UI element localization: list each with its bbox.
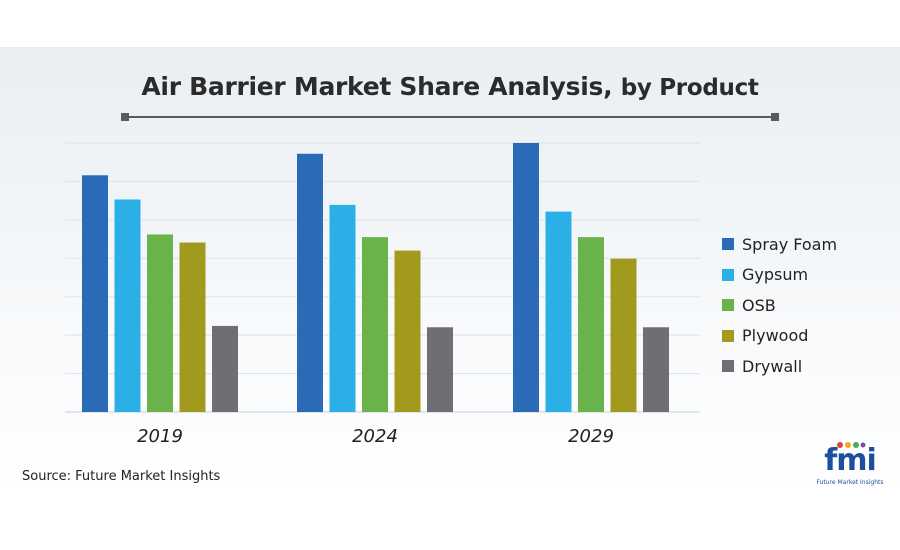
bar-osb-2024 — [362, 237, 388, 412]
bar-spray-foam-2029 — [513, 143, 539, 412]
chart-title-sub: by Product — [620, 75, 759, 101]
bar-plywood-2029 — [610, 258, 637, 412]
legend-swatch-osb — [722, 299, 734, 312]
bar-spray-foam-2024 — [297, 153, 323, 412]
chart-title: Air Barrier Market Share Analysis, by Pr… — [0, 72, 900, 101]
bar-plywood-2024 — [394, 250, 421, 412]
legend-item-plywood: Plywood — [722, 321, 837, 352]
logo-wordmark: fmi — [824, 443, 877, 478]
bar-spray-foam-2019 — [82, 175, 108, 412]
legend-label-osb: OSB — [742, 295, 776, 315]
underline-right-marker — [771, 113, 779, 121]
legend: Spray Foam Gypsum OSB Plywood Drywall — [722, 229, 837, 382]
bar-osb-2029 — [578, 237, 604, 412]
legend-item-gypsum: Gypsum — [722, 260, 837, 291]
bar-drywall-2019 — [212, 325, 238, 412]
legend-item-spray-foam: Spray Foam — [722, 229, 837, 260]
bar-drywall-2024 — [427, 327, 453, 412]
logo-people-icon — [837, 442, 866, 448]
legend-label-spray-foam: Spray Foam — [742, 234, 838, 254]
legend-label-drywall: Drywall — [742, 356, 803, 376]
legend-item-drywall: Drywall — [722, 351, 837, 382]
source-note: Source: Future Market Insights — [22, 469, 221, 484]
legend-label-plywood: Plywood — [742, 326, 809, 346]
bar-osb-2019 — [147, 234, 173, 412]
x-tick-label-2029: 2029 — [568, 426, 614, 447]
title-underline — [121, 113, 779, 121]
chart-title-main: Air Barrier Market Share Analysis, — [141, 72, 613, 101]
bar-gypsum-2029 — [545, 211, 572, 412]
legend-swatch-gypsum — [722, 268, 734, 281]
legend-swatch-spray-foam — [722, 238, 734, 251]
legend-item-osb: OSB — [722, 290, 837, 321]
bars — [82, 143, 669, 412]
bar-plywood-2019 — [179, 242, 206, 412]
bar-gypsum-2024 — [329, 204, 356, 412]
x-tick-label-2019: 2019 — [137, 426, 183, 447]
bar-drywall-2029 — [643, 327, 669, 412]
x-tick-label-2024: 2024 — [352, 426, 398, 447]
logo-caption: Future Market Insights — [816, 479, 884, 486]
legend-swatch-plywood — [722, 329, 734, 342]
x-tick-labels: 2019 2024 2029 — [137, 426, 614, 447]
fmi-logo: fmi Future Market Insights — [812, 440, 888, 490]
legend-swatch-drywall — [722, 360, 734, 373]
legend-label-gypsum: Gypsum — [742, 265, 809, 285]
underline-left-marker — [121, 113, 129, 121]
bar-gypsum-2019 — [114, 199, 141, 412]
